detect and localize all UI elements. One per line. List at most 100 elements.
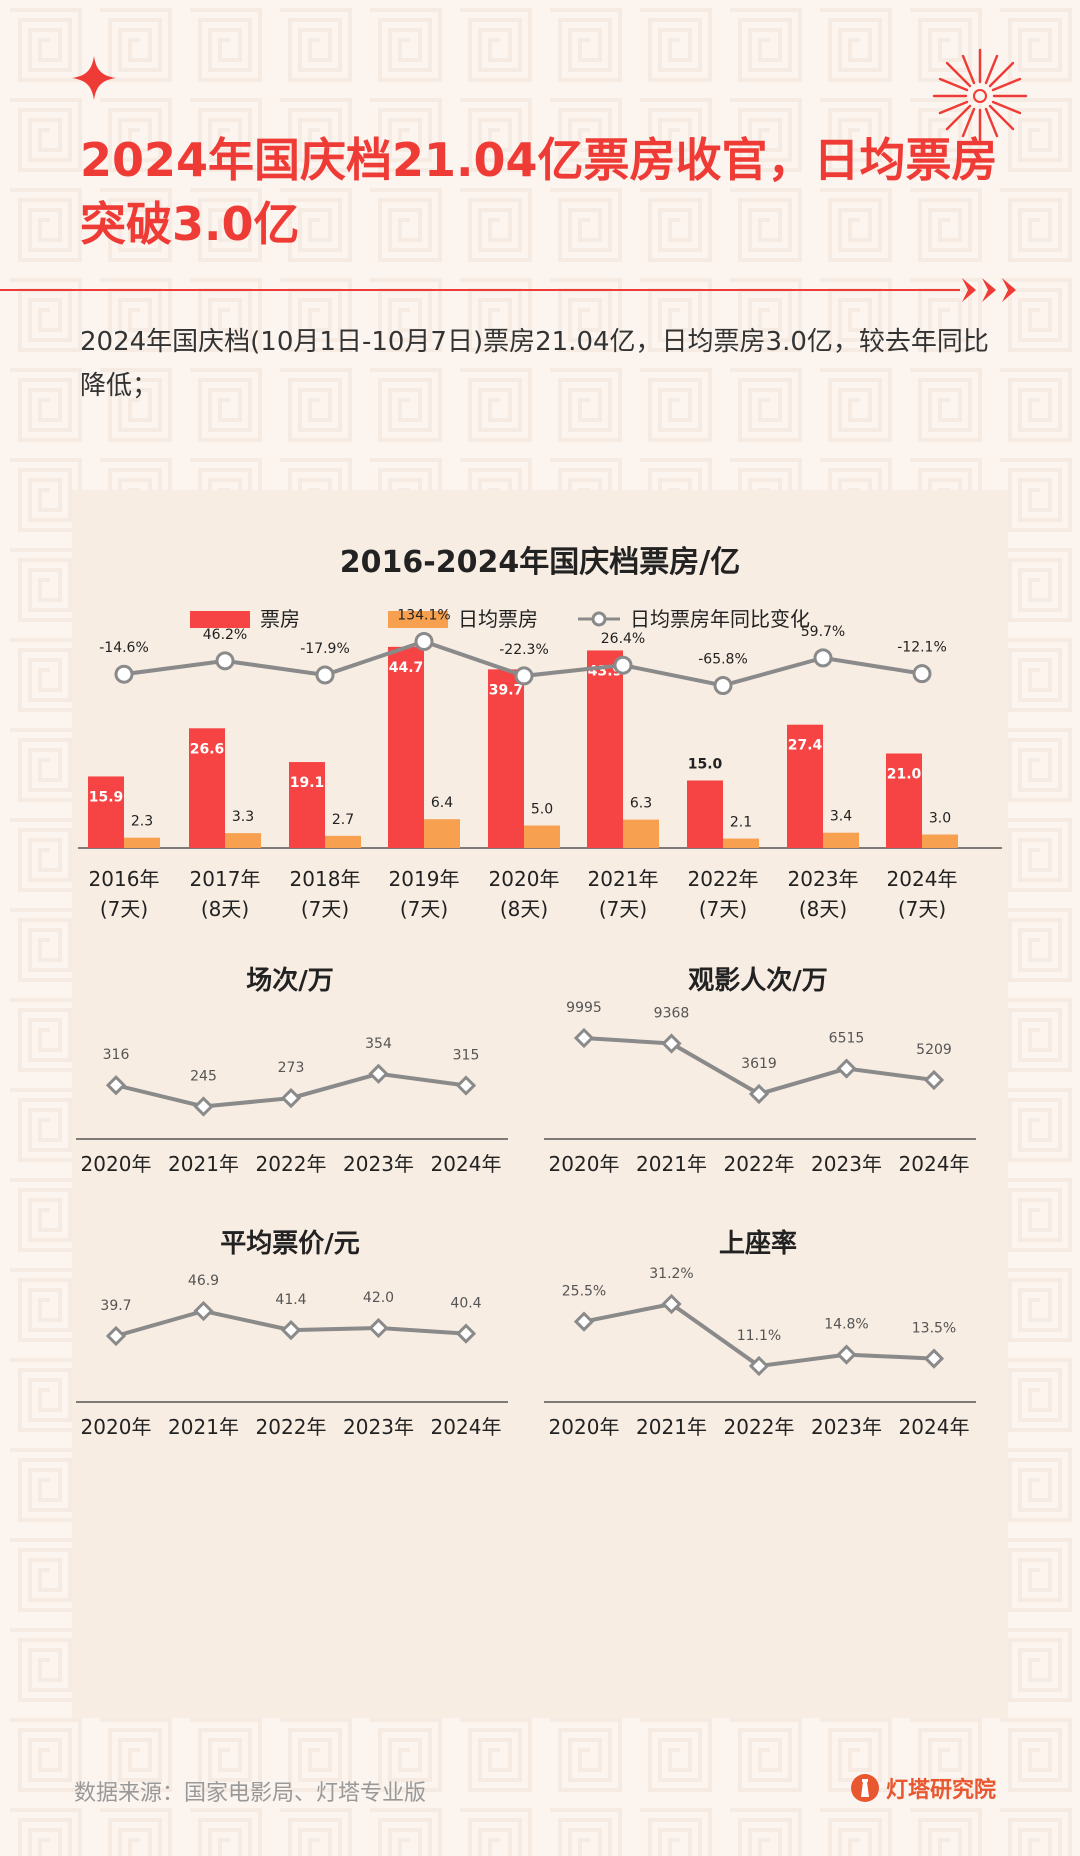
small-chart-value-label: 41.4	[275, 1292, 306, 1308]
bar-daily	[723, 838, 759, 848]
bar-daily	[225, 833, 261, 848]
small-chart-x-label: 2022年	[256, 1152, 327, 1176]
small-chart-value-label: 9368	[654, 1006, 690, 1022]
brand-logo: 灯塔研究院	[850, 1772, 996, 1804]
bar-daily	[922, 834, 958, 848]
bar-label-daily: 6.3	[630, 796, 652, 812]
yoy-point	[813, 648, 833, 668]
brand-name: 灯塔研究院	[886, 1778, 997, 1803]
bar-box-office	[488, 669, 524, 848]
bar-label-box-office: 19.1	[290, 775, 325, 791]
bar-label-box-office: 21.0	[887, 767, 922, 783]
bar-daily	[623, 819, 659, 848]
small-chart-value-label: 25.5%	[562, 1284, 606, 1300]
small-chart-value-label: 9995	[566, 1000, 602, 1016]
small-chart-point	[368, 1317, 389, 1339]
bar-daily	[424, 819, 460, 848]
chevron-right-icon	[962, 278, 1016, 302]
small-chart-point	[573, 1027, 595, 1049]
small-chart-point	[923, 1069, 945, 1091]
yoy-label: 134.1%	[397, 607, 450, 623]
small-chart-x-label: 2024年	[899, 1415, 970, 1439]
small-chart-point	[573, 1311, 595, 1332]
small-chart-x-label: 2021年	[168, 1415, 239, 1439]
bar-box-office	[88, 776, 124, 848]
small-chart-point	[836, 1058, 857, 1079]
small-chart-value-label: 39.7	[100, 1298, 131, 1314]
small-chart-point	[923, 1348, 945, 1369]
x-tick-label-year: 2021年	[588, 867, 659, 891]
yoy-label: -17.9%	[300, 641, 350, 657]
x-tick-label-days: (8天)	[201, 897, 249, 921]
bar-label-daily: 5.0	[531, 802, 553, 818]
x-tick-label-year: 2020年	[489, 867, 560, 891]
yoy-point	[713, 675, 733, 695]
small-chart-point	[748, 1083, 770, 1105]
bar-box-office	[587, 650, 623, 848]
small-chart-value-label: 315	[453, 1048, 480, 1064]
legend-label-yoy: 日均票房年同比变化	[630, 607, 810, 631]
small-chart-point	[836, 1344, 857, 1365]
bar-daily	[325, 835, 361, 848]
yoy-point	[912, 664, 932, 684]
yoy-label: -65.8%	[698, 651, 748, 667]
legend-swatch-daily	[388, 611, 448, 628]
firework-icon	[932, 48, 1028, 144]
small-chart-x-label: 2020年	[81, 1415, 152, 1439]
small-chart-value-label: 46.9	[188, 1273, 219, 1289]
small-chart-x-label: 2022年	[256, 1415, 327, 1439]
x-tick-label-days: (7天)	[301, 897, 349, 921]
legend-marker-yoy	[591, 611, 607, 627]
x-tick-label-year: 2023年	[788, 867, 859, 891]
yoy-label: 26.4%	[601, 631, 645, 647]
small-chart-title: 平均票价/元	[220, 1229, 360, 1259]
yoy-label: -12.1%	[897, 640, 947, 656]
bar-label-daily: 2.3	[131, 814, 153, 830]
chart-panel: 2016-2024年国庆档票房/亿 票房 日均票房 日均票房年同比变化 15.9 2.3 2…	[72, 490, 1008, 1718]
small-chart-x-label: 2024年	[431, 1415, 502, 1439]
small-chart-point	[455, 1075, 477, 1096]
bar-box-office	[886, 753, 922, 848]
small-chart-x-label: 2021年	[636, 1152, 707, 1176]
small-chart-x-label: 2024年	[899, 1152, 970, 1176]
x-tick-label-year: 2024年	[887, 867, 958, 891]
small-chart-value-label: 316	[103, 1047, 130, 1063]
small-chart-point	[193, 1096, 214, 1117]
small-chart-title: 场次/万	[246, 966, 334, 996]
small-chart-point	[368, 1063, 389, 1084]
small-chart-point	[280, 1319, 302, 1341]
yoy-point	[114, 664, 134, 684]
small-chart-x-label: 2023年	[343, 1152, 414, 1176]
bar-label-box-office: 26.6	[190, 741, 225, 757]
small-chart-value-label: 245	[190, 1069, 217, 1085]
small-chart-value-label: 14.8%	[824, 1317, 868, 1333]
bar-label-daily: 2.7	[332, 812, 354, 828]
data-source: 数据来源：国家电影局、灯塔专业版	[74, 1781, 427, 1806]
bar-label-box-office: 44.7	[389, 660, 424, 676]
bar-label-box-office: 39.7	[489, 682, 524, 698]
yoy-label: -14.6%	[99, 640, 149, 656]
small-chart-x-label: 2020年	[549, 1152, 620, 1176]
small-chart-x-label: 2022年	[724, 1415, 795, 1439]
lighthouse-logo-icon	[851, 1774, 879, 1802]
x-tick-label-year: 2019年	[389, 867, 460, 891]
bar-label-daily: 3.3	[232, 809, 254, 825]
small-chart-x-label: 2020年	[81, 1152, 152, 1176]
x-tick-label-year: 2017年	[190, 867, 261, 891]
small-chart-point	[748, 1355, 770, 1377]
small-chart-x-label: 2022年	[724, 1152, 795, 1176]
bar-daily	[823, 832, 859, 848]
legend-label-daily: 日均票房	[458, 607, 538, 631]
bar-daily	[524, 825, 560, 848]
small-chart-point	[105, 1075, 127, 1096]
small-chart-value-label: 31.2%	[649, 1266, 693, 1282]
bar-label-box-office: 27.4	[788, 738, 823, 754]
x-tick-label-year: 2018年	[290, 867, 361, 891]
yoy-point	[514, 666, 534, 686]
title-divider	[0, 289, 960, 291]
small-chart-value-label: 3619	[741, 1056, 777, 1072]
small-chart-title: 上座率	[719, 1228, 797, 1259]
yoy-label: 59.7%	[801, 624, 845, 640]
page-subtitle: 2024年国庆档(10月1日-10月7日)票房21.04亿，日均票房3.0亿，较…	[80, 327, 989, 401]
x-tick-label-days: (7天)	[898, 897, 946, 921]
